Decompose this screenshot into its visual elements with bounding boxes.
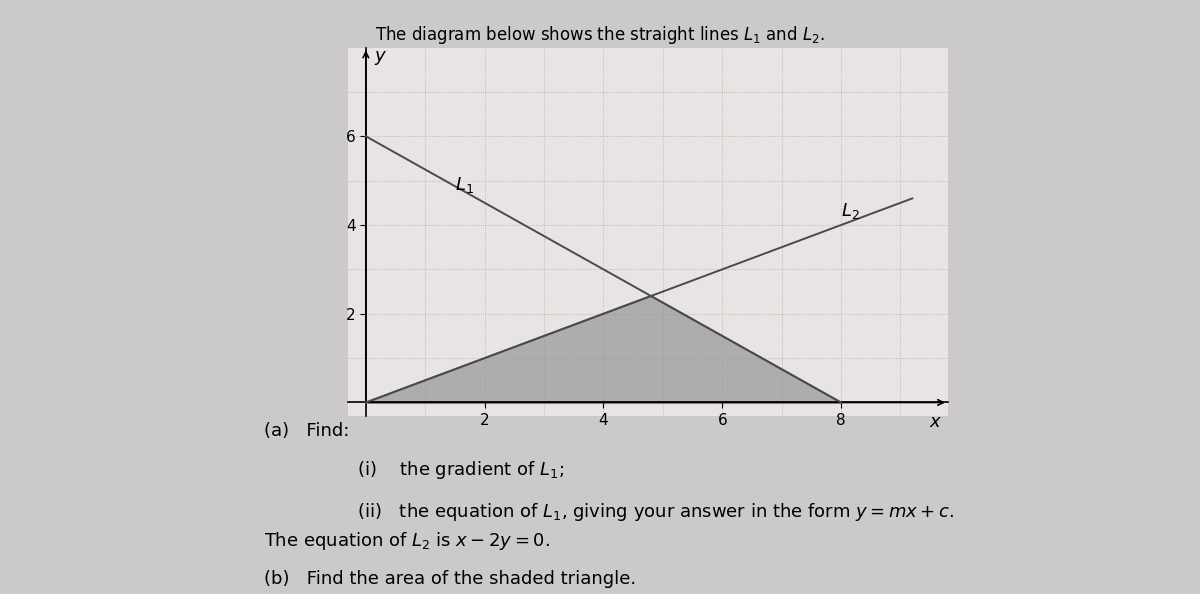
Text: $L_1$: $L_1$	[455, 175, 474, 194]
Text: The diagram below shows the straight lines $L_1$ and $L_2$.: The diagram below shows the straight lin…	[376, 24, 824, 46]
Text: (a)   Find:: (a) Find:	[264, 422, 349, 440]
Text: (ii)   the equation of $L_1$, giving your answer in the form $y = mx + c$.: (ii) the equation of $L_1$, giving your …	[312, 501, 954, 523]
Text: The equation of $L_2$ is $x - 2y = 0$.: The equation of $L_2$ is $x - 2y = 0$.	[264, 530, 550, 552]
Polygon shape	[366, 296, 841, 403]
Text: $x$: $x$	[930, 413, 943, 431]
Text: $L_2$: $L_2$	[841, 201, 860, 221]
Text: (i)    the gradient of $L_1$;: (i) the gradient of $L_1$;	[312, 459, 564, 481]
Text: (b)   Find the area of the shaded triangle.: (b) Find the area of the shaded triangle…	[264, 570, 636, 588]
Text: $y$: $y$	[374, 49, 388, 67]
